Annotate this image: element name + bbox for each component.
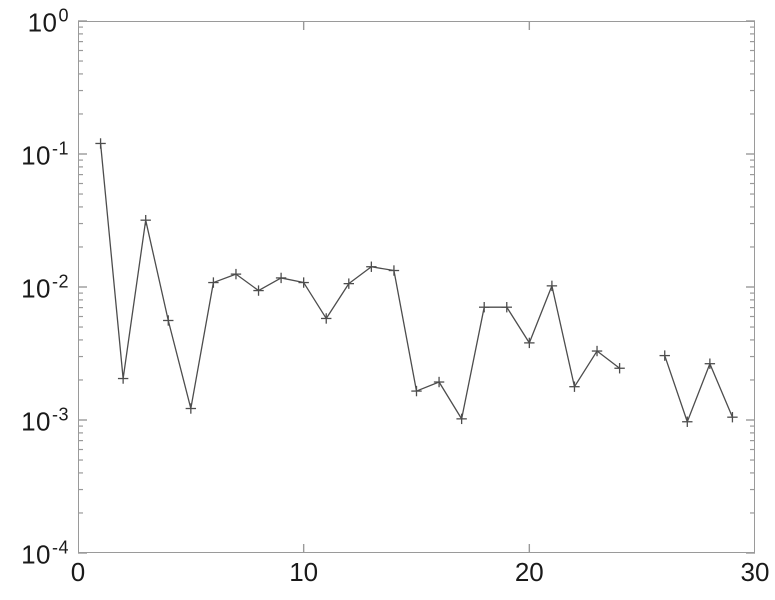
x-tick-label-10: 10: [289, 557, 319, 587]
data-markers-series-1: [95, 138, 738, 427]
plot-frame: [78, 21, 755, 553]
y-tick-exponent: -1: [51, 138, 69, 159]
axis-ticks: [78, 20, 755, 554]
y-tick-mantissa: 10: [21, 539, 51, 570]
y-tick-exponent: -3: [51, 404, 69, 425]
y-tick-exponent: -4: [51, 537, 69, 558]
x-tick-label-20: 20: [514, 557, 544, 587]
y-tick-mantissa: 10: [27, 7, 58, 38]
y-tick-exponent: -2: [51, 271, 69, 292]
x-tick-label-30: 30: [740, 557, 770, 587]
y-tick-mantissa: 10: [21, 140, 51, 171]
x-tick-label-0: 0: [70, 557, 86, 587]
y-tick-mantissa: 10: [21, 406, 51, 437]
y-tick-label-10e-1: 10-1: [21, 140, 69, 169]
y-tick-mantissa: 10: [21, 273, 51, 304]
y-tick-label-10e-2: 10-2: [21, 273, 69, 302]
y-tick-label-10e-3: 10-3: [21, 406, 69, 435]
y-tick-label-10e0: 100: [28, 7, 69, 36]
y-tick-exponent: 0: [58, 5, 69, 26]
y-tick-label-10e-4: 10-4: [21, 539, 69, 568]
data-line-series-1: [99, 142, 734, 423]
